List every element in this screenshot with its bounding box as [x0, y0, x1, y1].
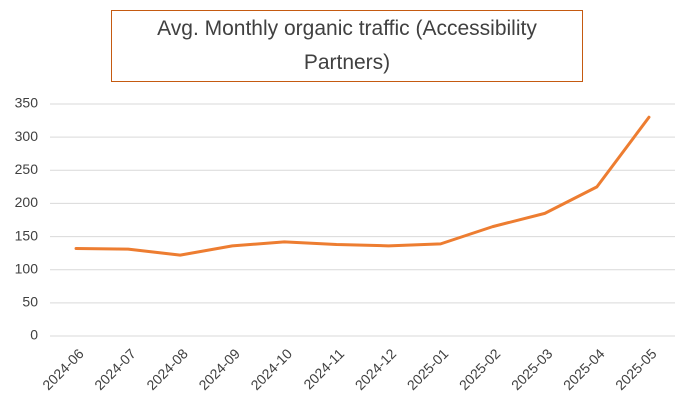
chart-title: Avg. Monthly organic traffic (Accessibil… — [111, 10, 583, 82]
y-tick-label: 200 — [15, 194, 39, 210]
x-tick-label: 2025-05 — [612, 345, 660, 393]
y-tick-label: 350 — [15, 95, 39, 111]
x-tick-label: 2024-11 — [300, 345, 347, 392]
x-tick-label: 2024-09 — [195, 345, 243, 393]
x-tick-label: 2025-02 — [456, 345, 504, 393]
x-tick-label: 2025-04 — [560, 345, 608, 393]
x-tick-label: 2025-03 — [508, 345, 556, 393]
y-tick-label: 0 — [30, 327, 38, 343]
y-tick-label: 50 — [22, 294, 38, 310]
data-line — [74, 115, 651, 257]
x-tick-label: 2024-07 — [91, 345, 139, 393]
x-tick-label: 2024-06 — [39, 345, 87, 393]
y-tick-label: 300 — [15, 128, 39, 144]
x-tick-label: 2025-01 — [404, 345, 452, 393]
x-tick-label: 2024-08 — [143, 345, 191, 393]
x-tick-label: 2024-10 — [247, 345, 295, 393]
y-tick-label: 150 — [15, 227, 39, 243]
y-tick-label: 250 — [15, 161, 39, 177]
x-tick-label: 2024-12 — [352, 345, 400, 393]
y-tick-label: 100 — [15, 260, 39, 276]
